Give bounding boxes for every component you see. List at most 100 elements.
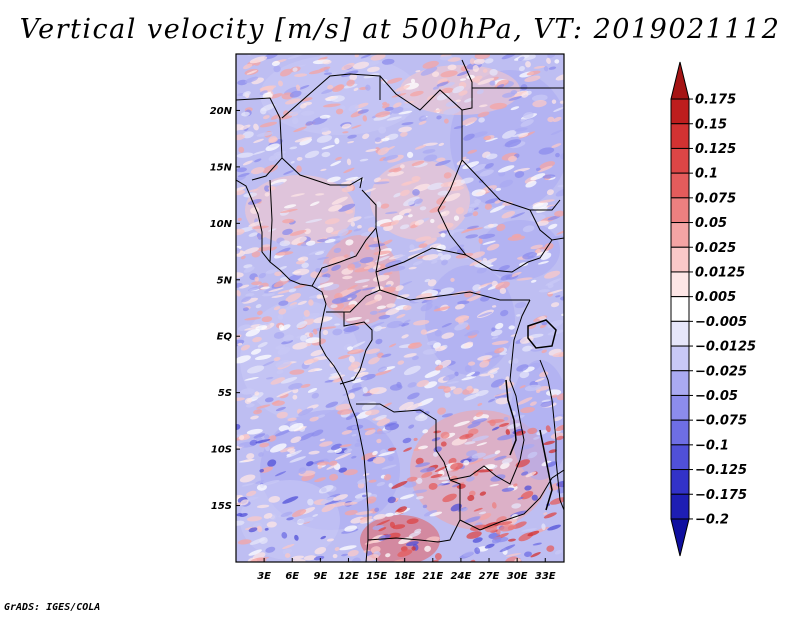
field-streak — [393, 192, 402, 198]
field-streak — [375, 111, 391, 118]
field-streak — [471, 452, 486, 459]
field-streak — [526, 70, 541, 76]
field-streak — [351, 455, 357, 459]
field-streak — [420, 329, 428, 335]
field-streak — [353, 228, 362, 232]
field-streak — [267, 228, 277, 232]
field-streak — [288, 288, 297, 293]
colorbar-label: 0.0125 — [695, 265, 745, 280]
field-streak — [479, 360, 490, 368]
field-streak — [237, 93, 245, 96]
colorbar: 0.175 0.15 0.125 0.1 0.075 0.05 0.025 0.0125 0.0… — [670, 61, 756, 557]
border-mozambique — [539, 359, 564, 511]
field-streak — [236, 283, 243, 288]
field-streak — [491, 340, 509, 345]
field-streak — [397, 360, 405, 365]
field-streak — [555, 295, 561, 298]
field-streak — [455, 99, 461, 103]
field-streak — [237, 217, 242, 222]
field-streak — [310, 271, 322, 279]
field-streak — [391, 559, 404, 562]
field-streak — [442, 493, 457, 503]
field-streak — [347, 549, 359, 557]
field-streak — [319, 441, 333, 447]
field-streak — [278, 80, 283, 87]
field-streak — [290, 436, 302, 444]
field-streak — [427, 182, 444, 190]
field-streak — [466, 476, 475, 482]
field-streak — [502, 201, 513, 206]
field-streak — [438, 142, 445, 147]
field-streak — [300, 334, 307, 342]
field-streak — [450, 503, 462, 512]
field-streak — [278, 308, 287, 315]
field-streak — [554, 549, 563, 555]
field-streak — [250, 167, 265, 175]
field-streak — [431, 260, 438, 264]
field-streak — [443, 386, 451, 393]
field-streak — [523, 112, 534, 119]
field-streak — [508, 155, 517, 162]
field-streak — [338, 467, 347, 473]
field-streak — [278, 300, 289, 306]
field-streak — [460, 177, 474, 184]
x-tick-label: 18E — [394, 571, 415, 582]
field-streak — [307, 387, 318, 393]
field-streak — [495, 281, 510, 290]
field-streak — [423, 154, 438, 162]
field-streak — [260, 286, 270, 290]
field-streak — [291, 509, 307, 518]
field-streak — [504, 139, 522, 148]
field-streak — [389, 384, 403, 391]
field-streak — [438, 287, 455, 295]
field-streak — [549, 497, 564, 505]
field-streak — [520, 119, 534, 127]
field-streak — [469, 251, 485, 259]
field-streak — [480, 295, 490, 302]
field-streak — [337, 228, 349, 237]
field-streak — [290, 193, 305, 197]
colorbar-label: −0.2 — [695, 512, 729, 527]
field-streak — [498, 171, 506, 177]
field-streak — [305, 121, 314, 126]
field-streak — [501, 458, 513, 464]
field-streak — [385, 307, 400, 316]
border-zambia-zimbabwe — [459, 469, 564, 531]
field-streak — [453, 215, 460, 221]
field-streak — [520, 118, 525, 122]
field-streak — [367, 456, 377, 462]
field-streak — [303, 555, 317, 561]
field-streak — [376, 305, 387, 310]
border-nigeria — [311, 189, 377, 287]
field-streak — [276, 411, 288, 419]
field-streak — [287, 448, 296, 453]
field-streak — [359, 516, 373, 523]
field-streak — [410, 78, 416, 84]
field-streak — [354, 279, 370, 284]
field-streak — [518, 66, 525, 72]
field-streak — [364, 429, 376, 436]
field-streak — [365, 148, 378, 153]
x-tick-label: 9E — [313, 571, 327, 582]
field-streak — [514, 170, 525, 178]
colorbar-swatch — [670, 222, 690, 248]
field-streak — [323, 103, 341, 108]
field-streak — [422, 429, 429, 434]
field-streak — [471, 435, 489, 442]
field-streak — [354, 371, 369, 378]
field-streak — [349, 73, 358, 81]
field-streak — [510, 90, 518, 95]
field-streak — [343, 167, 355, 174]
field-streak — [343, 325, 360, 333]
field-streak — [318, 484, 334, 494]
field-streak — [432, 86, 440, 90]
field-streak — [413, 162, 428, 168]
field-streak — [361, 287, 376, 291]
field-streak — [456, 70, 470, 77]
field-streak — [443, 82, 455, 88]
field-streak — [470, 131, 488, 139]
field-streak — [437, 407, 447, 415]
field-streak — [469, 490, 476, 497]
field-streak — [368, 479, 377, 483]
field-streak — [278, 266, 287, 270]
